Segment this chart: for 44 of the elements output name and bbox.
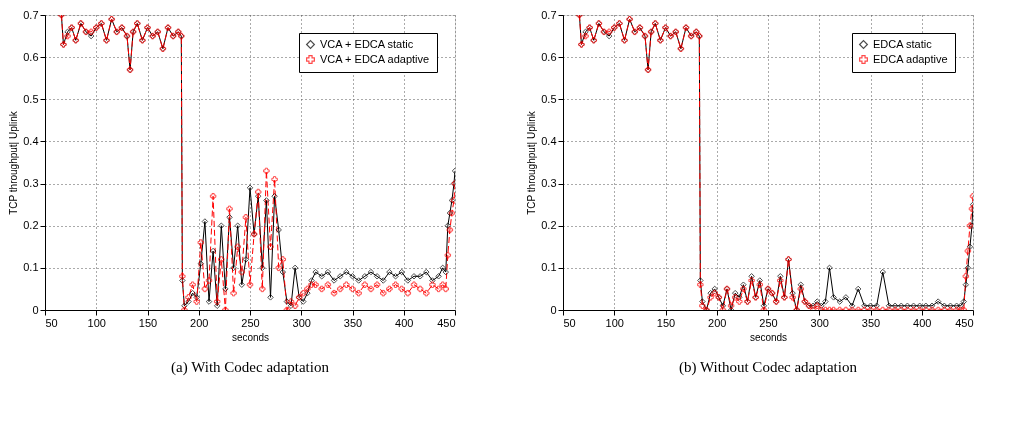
y-tick-label: 0.7: [23, 8, 39, 21]
x-tick-label: 250: [241, 316, 260, 329]
y-tick-label: 0.4: [541, 134, 557, 147]
y-tick-label: 0.3: [541, 177, 557, 190]
y-tick-label: 0.5: [541, 92, 557, 105]
x-tick-label: 200: [190, 316, 209, 329]
x-tick-label: 400: [913, 316, 932, 329]
y-tick-label: 0.6: [541, 50, 557, 63]
y-tick-label: 0.7: [541, 8, 557, 21]
text: (a) With Codec adaptation: [171, 359, 330, 376]
x-tick-label: 450: [437, 316, 456, 329]
y-axis-title: TCP throughput| Uplink: [526, 110, 538, 215]
y-tick-label: 0.1: [23, 261, 39, 274]
x-tick-label: 350: [861, 316, 881, 329]
x-tick-label: 200: [708, 316, 727, 329]
x-axis-title: seconds: [749, 331, 788, 343]
legend-label: VCA + EDCA static: [320, 37, 414, 50]
legend-label: VCA + EDCA adaptive: [320, 52, 430, 65]
x-axis-title: seconds: [231, 331, 270, 343]
y-tick-label: 0.6: [23, 50, 39, 63]
y-tick-label: 0.2: [23, 219, 39, 232]
y-tick-label: 0.4: [23, 134, 39, 147]
y-tick-label: 0.3: [23, 177, 39, 190]
x-tick-label: 150: [656, 316, 676, 329]
x-tick-label: 450: [955, 316, 974, 329]
x-tick-label: 400: [395, 316, 414, 329]
y-tick-label: 0: [32, 303, 39, 316]
y-tick-label: 0: [550, 303, 557, 316]
x-tick-label: 50: [45, 316, 58, 329]
legend-label: EDCA static: [873, 37, 933, 50]
y-tick-label: 0.1: [541, 261, 557, 274]
x-tick-label: 150: [138, 316, 158, 329]
x-tick-label: 250: [759, 316, 778, 329]
text: (b) Without Codec adaptation: [679, 359, 858, 376]
y-axis-title: TCP throughput| Uplink: [8, 110, 20, 215]
x-tick-label: 350: [343, 316, 363, 329]
legend-label: EDCA adaptive: [873, 52, 948, 65]
x-tick-label: 100: [87, 316, 106, 329]
x-tick-label: 300: [810, 316, 829, 329]
x-tick-label: 50: [563, 316, 576, 329]
x-tick-label: 300: [292, 316, 311, 329]
y-tick-label: 0.5: [23, 92, 39, 105]
x-tick-label: 100: [605, 316, 624, 329]
y-tick-label: 0.2: [541, 219, 557, 232]
